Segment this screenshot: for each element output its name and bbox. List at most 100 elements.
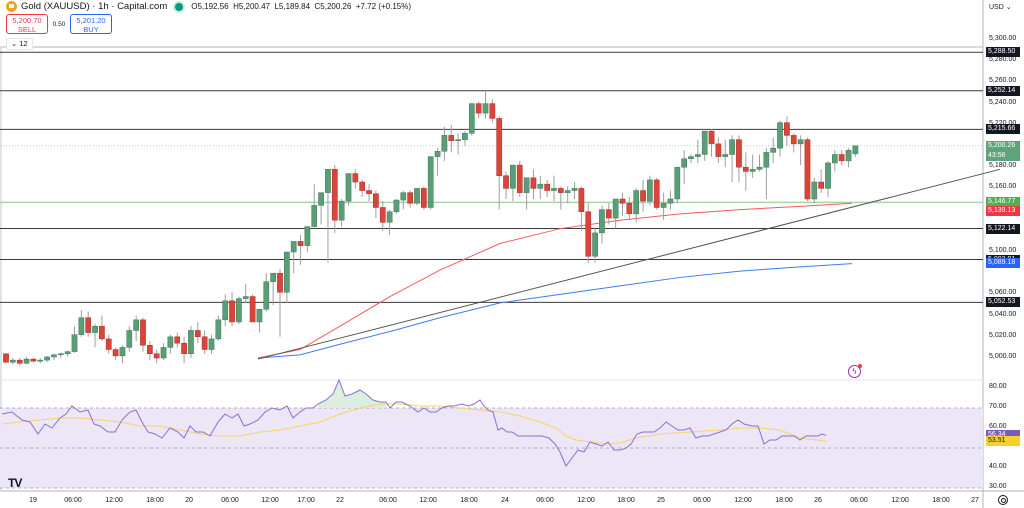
rsi-value-label: 53.51 xyxy=(986,435,1020,446)
candle-body xyxy=(777,122,783,149)
indicators-count: 12 xyxy=(19,39,28,48)
candle-body xyxy=(201,336,208,350)
candle-body xyxy=(667,198,674,204)
time-tick: 18:00 xyxy=(617,497,635,504)
candle-body xyxy=(695,154,701,157)
buy-label: BUY xyxy=(83,25,99,34)
candle-body xyxy=(379,207,386,223)
price-level-label: 5,139.13 xyxy=(986,205,1020,216)
chevron-down-icon: ⌄ xyxy=(11,39,18,48)
candle-body xyxy=(345,173,352,202)
candle-body xyxy=(558,188,564,193)
time-tick: 18:00 xyxy=(146,497,164,504)
candle-body xyxy=(140,319,146,346)
time-tick: 18:00 xyxy=(932,497,950,504)
candle-body xyxy=(338,200,345,221)
candle-body xyxy=(619,198,626,204)
candle-body xyxy=(71,334,78,352)
candle-body xyxy=(462,133,468,140)
price-level-label: 5,200.26 43:56 xyxy=(986,140,1020,161)
candle-body xyxy=(92,325,98,333)
time-tick: 06:00 xyxy=(850,497,868,504)
buy-button[interactable]: 5,201.20 BUY xyxy=(70,14,112,34)
candle-body xyxy=(496,118,503,176)
price-tick: 5,040.00 xyxy=(989,310,1017,318)
candle-body xyxy=(427,156,434,208)
candle-body xyxy=(194,330,201,338)
candle-body xyxy=(503,175,509,189)
rsi-line xyxy=(1,378,827,467)
candle-body xyxy=(756,166,763,170)
candle-body xyxy=(304,226,311,246)
candle-body xyxy=(23,358,30,364)
candle-body xyxy=(736,139,742,168)
time-tick: 18:00 xyxy=(460,497,478,504)
candle-body xyxy=(626,202,633,215)
candle-body xyxy=(537,183,544,189)
open-label: O xyxy=(191,2,198,11)
candle-body xyxy=(749,169,756,172)
candle-body xyxy=(44,356,50,361)
time-tick: 12:00 xyxy=(105,497,123,504)
candle-body xyxy=(229,300,235,323)
candle-body xyxy=(400,192,407,201)
settings-icon[interactable] xyxy=(998,495,1008,505)
candle-body xyxy=(482,103,489,114)
flash-alert-icon[interactable]: ϟ xyxy=(848,364,862,378)
candle-body xyxy=(544,183,550,191)
ohlc-values: O5,192.56 H5,200.47 L5,189.84 C5,200.26 … xyxy=(191,2,411,11)
candle-body xyxy=(551,188,557,191)
candle-body xyxy=(784,122,790,136)
indicators-toggle-button[interactable]: ⌄ 12 xyxy=(6,38,33,50)
time-tick: 12:00 xyxy=(419,497,437,504)
candle-body xyxy=(832,154,838,164)
candle-body xyxy=(407,192,413,204)
time-tick: 25 xyxy=(657,497,665,504)
candle-body xyxy=(448,135,455,141)
sell-button[interactable]: 5,200.70 SELL xyxy=(6,14,48,34)
candle-body xyxy=(167,336,174,348)
candle-body xyxy=(414,188,420,204)
candle-body xyxy=(818,181,824,189)
candle-body xyxy=(633,190,640,215)
gold-symbol-logo-icon xyxy=(6,1,17,12)
candle-body xyxy=(715,143,722,157)
price-tick: 5,160.00 xyxy=(989,183,1017,191)
candle-body xyxy=(475,103,482,114)
candle-body xyxy=(153,353,160,359)
candle-body xyxy=(366,190,372,194)
candle-body xyxy=(585,211,592,257)
candle-body xyxy=(10,359,16,363)
candle-body xyxy=(790,135,797,145)
candle-body xyxy=(660,202,667,208)
market-status-icon xyxy=(175,2,184,11)
chart-header: Gold (XAUUSD) · 1h · Capital.com O5,192.… xyxy=(6,1,411,12)
tradingview-logo-icon[interactable]: TV xyxy=(8,476,22,490)
candle-body xyxy=(51,354,57,358)
candle-body xyxy=(112,349,119,357)
candle-body xyxy=(455,139,461,141)
candle-body xyxy=(804,139,811,200)
candle-body xyxy=(64,351,71,355)
symbol-title[interactable]: Gold (XAUUSD) · 1h · Capital.com xyxy=(21,1,168,12)
rsi-tick: 40.00 xyxy=(989,463,1007,470)
candle-body xyxy=(85,317,92,333)
candle-body xyxy=(57,353,64,356)
candle-body xyxy=(434,151,441,157)
candle-body xyxy=(838,154,845,162)
candle-body xyxy=(263,281,270,310)
candle-body xyxy=(674,166,681,200)
time-tick: 26 xyxy=(814,497,822,504)
rsi-tick: 30.00 xyxy=(989,483,1007,490)
candle-body xyxy=(126,330,133,348)
price-level-label: 5,052.53 xyxy=(986,297,1020,308)
candle-body xyxy=(160,347,167,359)
candle-body xyxy=(571,188,578,191)
currency-select[interactable]: USD ⌄ xyxy=(986,2,1020,14)
candle-body xyxy=(530,177,537,189)
candle-body xyxy=(441,135,448,152)
price-level-label: 5,122.14 xyxy=(986,223,1020,234)
time-tick: 12:00 xyxy=(734,497,752,504)
